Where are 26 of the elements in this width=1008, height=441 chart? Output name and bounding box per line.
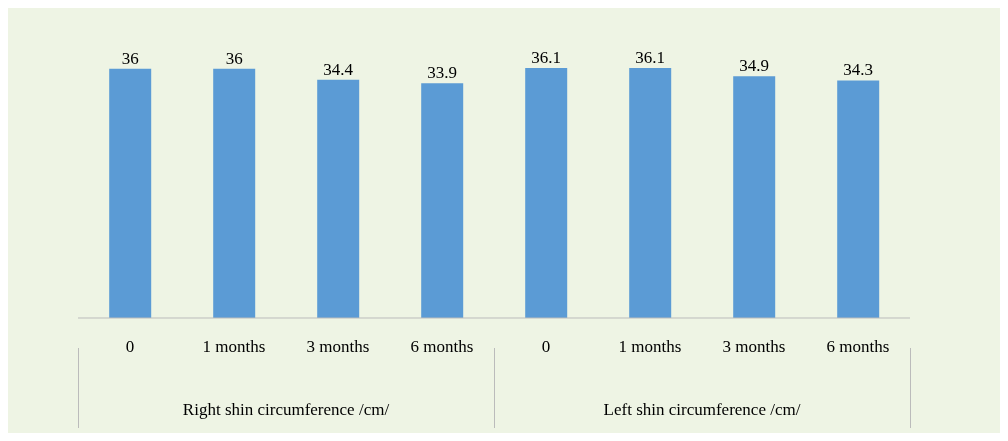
data-label: 36 [225,48,243,68]
bar [837,80,880,318]
data-label: 34.9 [739,56,770,76]
bar [733,76,776,318]
data-label: 36.1 [635,48,666,67]
data-label: 33.9 [427,63,458,83]
data-label: 34.3 [843,60,874,80]
bar [629,68,672,318]
bar [213,68,256,318]
x-tick-label: 3 months [306,337,370,357]
data-label: 36 [121,48,139,68]
x-tick-label: 6 months [826,337,890,357]
text: Left shin circumference /cm/ [602,400,802,420]
text: Right shin circumference /cm/ [181,400,391,420]
x-tick-label: 3 months [722,337,786,357]
data-label: 36.1 [531,48,562,67]
x-tick-label: 0 [541,337,551,357]
x-tick-label: 1 months [618,337,682,357]
x-tick-label: 0 [125,337,135,357]
data-label: 34.4 [323,59,354,79]
bar [109,68,152,318]
bar [525,68,568,318]
bar [317,79,360,318]
x-tick-label: 1 months [202,337,266,357]
bar [421,83,464,318]
x-tick-label: 6 months [410,337,474,357]
